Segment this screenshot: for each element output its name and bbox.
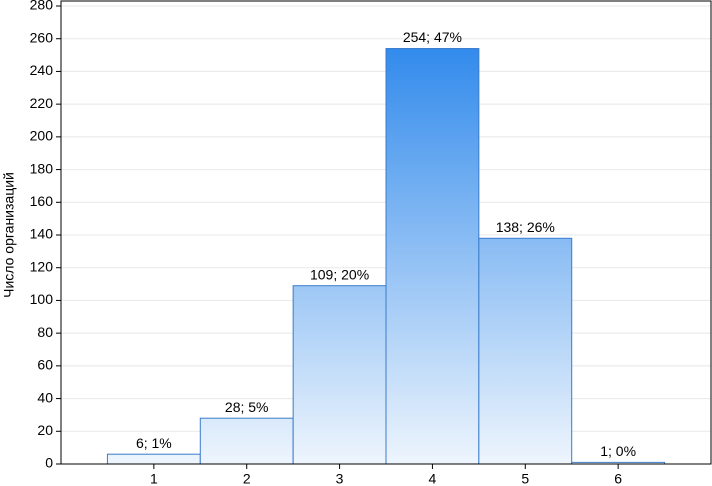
y-tick-label: 80 xyxy=(37,324,53,340)
y-tick-label: 180 xyxy=(30,160,54,176)
y-tick-label: 120 xyxy=(30,258,54,274)
value-label: 254; 47% xyxy=(403,29,462,45)
value-label: 109; 20% xyxy=(310,266,369,282)
value-label: 28; 5% xyxy=(225,399,269,415)
value-label: 6; 1% xyxy=(136,435,172,451)
x-tick-label: 6 xyxy=(614,471,622,486)
y-tick-label: 0 xyxy=(45,455,53,471)
plot-frame xyxy=(60,0,712,465)
y-tick-label: 60 xyxy=(37,357,53,373)
bar xyxy=(106,453,201,465)
y-tick-label: 140 xyxy=(30,226,54,242)
y-tick-label: 220 xyxy=(30,95,54,111)
y-tick-label: 280 xyxy=(30,0,54,13)
value-label: 138; 26% xyxy=(496,219,555,235)
y-axis-label: Число организаций xyxy=(1,172,17,298)
bar xyxy=(292,285,387,465)
y-tick-label: 240 xyxy=(30,62,54,78)
x-tick-label: 2 xyxy=(243,471,251,486)
bar xyxy=(199,417,294,465)
x-tick-label: 1 xyxy=(150,471,158,486)
y-tick-label: 200 xyxy=(30,128,54,144)
y-tick-label: 40 xyxy=(37,389,53,405)
bar xyxy=(478,237,573,465)
y-tick-label: 160 xyxy=(30,193,54,209)
x-tick-label: 3 xyxy=(336,471,344,486)
bar xyxy=(385,48,480,465)
value-label: 1; 0% xyxy=(600,443,636,459)
x-tick-label: 4 xyxy=(429,471,437,486)
y-tick-label: 20 xyxy=(37,422,53,438)
y-tick-label: 100 xyxy=(30,291,54,307)
x-tick-label: 5 xyxy=(521,471,529,486)
y-tick-label: 260 xyxy=(30,29,54,45)
